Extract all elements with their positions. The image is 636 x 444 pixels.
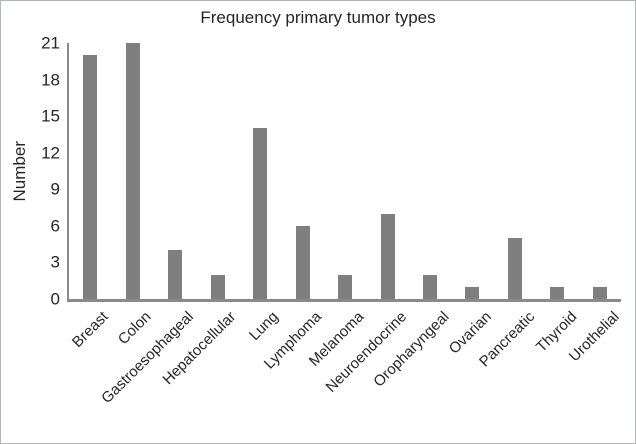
y-tick-label: 18 (41, 70, 60, 90)
bar-column (409, 43, 451, 299)
y-tick-label: 3 (50, 252, 60, 272)
bar-column (579, 43, 621, 299)
plot-column: Breast Colon Gastroesophageal Hepatocellula… (67, 43, 623, 434)
bar-column (196, 43, 238, 299)
bar-oropharyngeal (422, 274, 437, 299)
bar-column (281, 43, 323, 299)
bar-gastroesophageal (168, 250, 183, 299)
x-axis-label: Colon (114, 308, 155, 349)
bar-breast (83, 55, 98, 299)
x-axis-labels: Breast Colon Gastroesophageal Hepatocellula… (67, 302, 623, 434)
y-tick-label: 0 (50, 289, 60, 309)
bar-column (154, 43, 196, 299)
chart-body: Number 0 3 6 9 12 15 18 21 Breast Colon Gastroeso… (1, 35, 635, 434)
bar-column (239, 43, 281, 299)
bar-column (536, 43, 578, 299)
bar-neuroendocrine (380, 213, 395, 299)
bar-ovarian (465, 286, 480, 299)
bar-hepatocellular (210, 274, 225, 299)
bar-lung (253, 128, 268, 299)
y-axis-title: Number (10, 140, 29, 202)
y-tick-label: 15 (41, 106, 60, 126)
bar-thyroid (550, 286, 565, 299)
y-axis-ticks: 0 3 6 9 12 15 18 21 (33, 35, 67, 308)
plot-area (67, 43, 621, 302)
y-tick-label: 9 (50, 179, 60, 199)
bar-melanoma (338, 274, 353, 299)
bar-column (494, 43, 536, 299)
bar-colon (125, 43, 140, 299)
chart-title: Frequency primary tumor types (200, 8, 436, 27)
bar-column (324, 43, 366, 299)
bar-urothelial (592, 286, 607, 299)
bar-column (451, 43, 493, 299)
y-tick-label: 12 (41, 143, 60, 163)
y-tick-label: 6 (50, 216, 60, 236)
bar-column (366, 43, 408, 299)
bar-column (111, 43, 153, 299)
bar-lymphoma (295, 225, 310, 299)
x-axis-label: Lung (246, 308, 283, 344)
bar-column (69, 43, 111, 299)
y-axis-title-container: Number (7, 43, 33, 299)
y-tick-label: 21 (41, 33, 60, 53)
bar-pancreatic (507, 238, 522, 299)
x-axis-label: Breast (68, 308, 112, 351)
